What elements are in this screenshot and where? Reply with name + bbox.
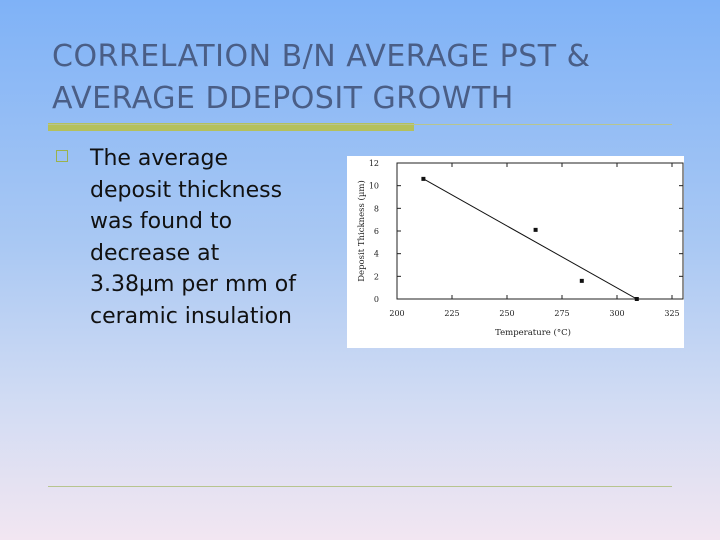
data-point (579, 278, 584, 283)
x-tick-label: 275 (554, 309, 569, 318)
bullet-line: The average (90, 146, 228, 171)
y-axis-label: Deposit Thickness (µm) (356, 180, 367, 282)
y-tick-label: 2 (374, 272, 379, 281)
y-tick-label: 8 (374, 204, 379, 213)
bullet-line: decrease at (90, 240, 220, 266)
y-axis-ticks: 0 2 4 6 8 10 12 (369, 159, 683, 304)
bullet-text: The average deposit thickness was found … (90, 143, 350, 332)
x-tick-label: 325 (664, 309, 679, 318)
title-accent-rule (48, 123, 414, 131)
bullet-line: deposit thickness (90, 177, 283, 203)
x-tick-label: 250 (499, 309, 514, 318)
y-tick-label: 0 (374, 295, 379, 304)
y-tick-label: 6 (374, 227, 379, 236)
slide-title: CORRELATION B/N AVERAGE PST & AVERAGE DD… (52, 36, 692, 120)
x-axis-ticks: 200 225 250 275 300 325 (389, 163, 680, 318)
scatter-chart: 0 2 4 6 8 10 12 200 225 250 275 300 325 Deposit Thi… (356, 159, 684, 338)
title-divider (48, 124, 672, 125)
y-tick-label: 12 (369, 159, 379, 168)
data-point (421, 176, 426, 181)
x-tick-label: 300 (609, 309, 624, 318)
x-tick-label: 225 (444, 309, 459, 318)
plot-frame (396, 162, 684, 300)
hollow-square-bullet-icon (56, 150, 68, 162)
y-tick-label: 10 (369, 182, 379, 191)
data-points (421, 176, 639, 301)
data-point (533, 227, 538, 232)
fit-line (423, 178, 638, 300)
y-tick-label: 4 (374, 250, 379, 259)
data-point (634, 297, 639, 301)
chart-image: 0 2 4 6 8 10 12 200 225 250 275 300 325 Deposit Thi… (347, 156, 684, 348)
bullet-line: was found to (90, 209, 233, 234)
x-tick-label: 200 (389, 309, 404, 318)
slide-title-line-1: CORRELATION B/N AVERAGE PST & (52, 39, 591, 74)
bullet-line: 3.38µm per mm of (90, 272, 297, 297)
slide-title-line-2: AVERAGE DDEPOSIT GROWTH (52, 81, 514, 116)
bullet-line: ceramic insulation (90, 303, 292, 329)
footer-divider (48, 486, 672, 487)
x-axis-label: Temperature (°C) (495, 327, 571, 338)
